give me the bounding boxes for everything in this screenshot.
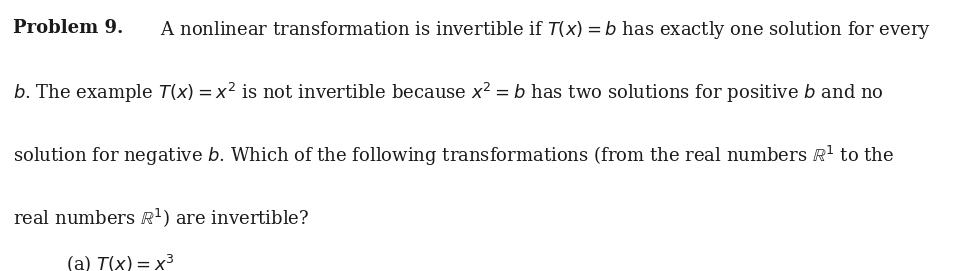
Text: solution for negative $b$. Which of the following transformations (from the real: solution for negative $b$. Which of the …: [13, 144, 894, 168]
Text: Problem 9.: Problem 9.: [13, 19, 123, 37]
Text: A nonlinear transformation is invertible if $T(x) = b$ has exactly one solution : A nonlinear transformation is invertible…: [155, 19, 931, 41]
Text: real numbers $\mathbb{R}^1$) are invertible?: real numbers $\mathbb{R}^1$) are inverti…: [13, 206, 309, 229]
Text: (a) $T(x) = x^3$: (a) $T(x) = x^3$: [66, 252, 175, 271]
Text: $b$. The example $T(x) = x^2$ is not invertible because $x^2 = b$ has two soluti: $b$. The example $T(x) = x^2$ is not inv…: [13, 81, 883, 105]
